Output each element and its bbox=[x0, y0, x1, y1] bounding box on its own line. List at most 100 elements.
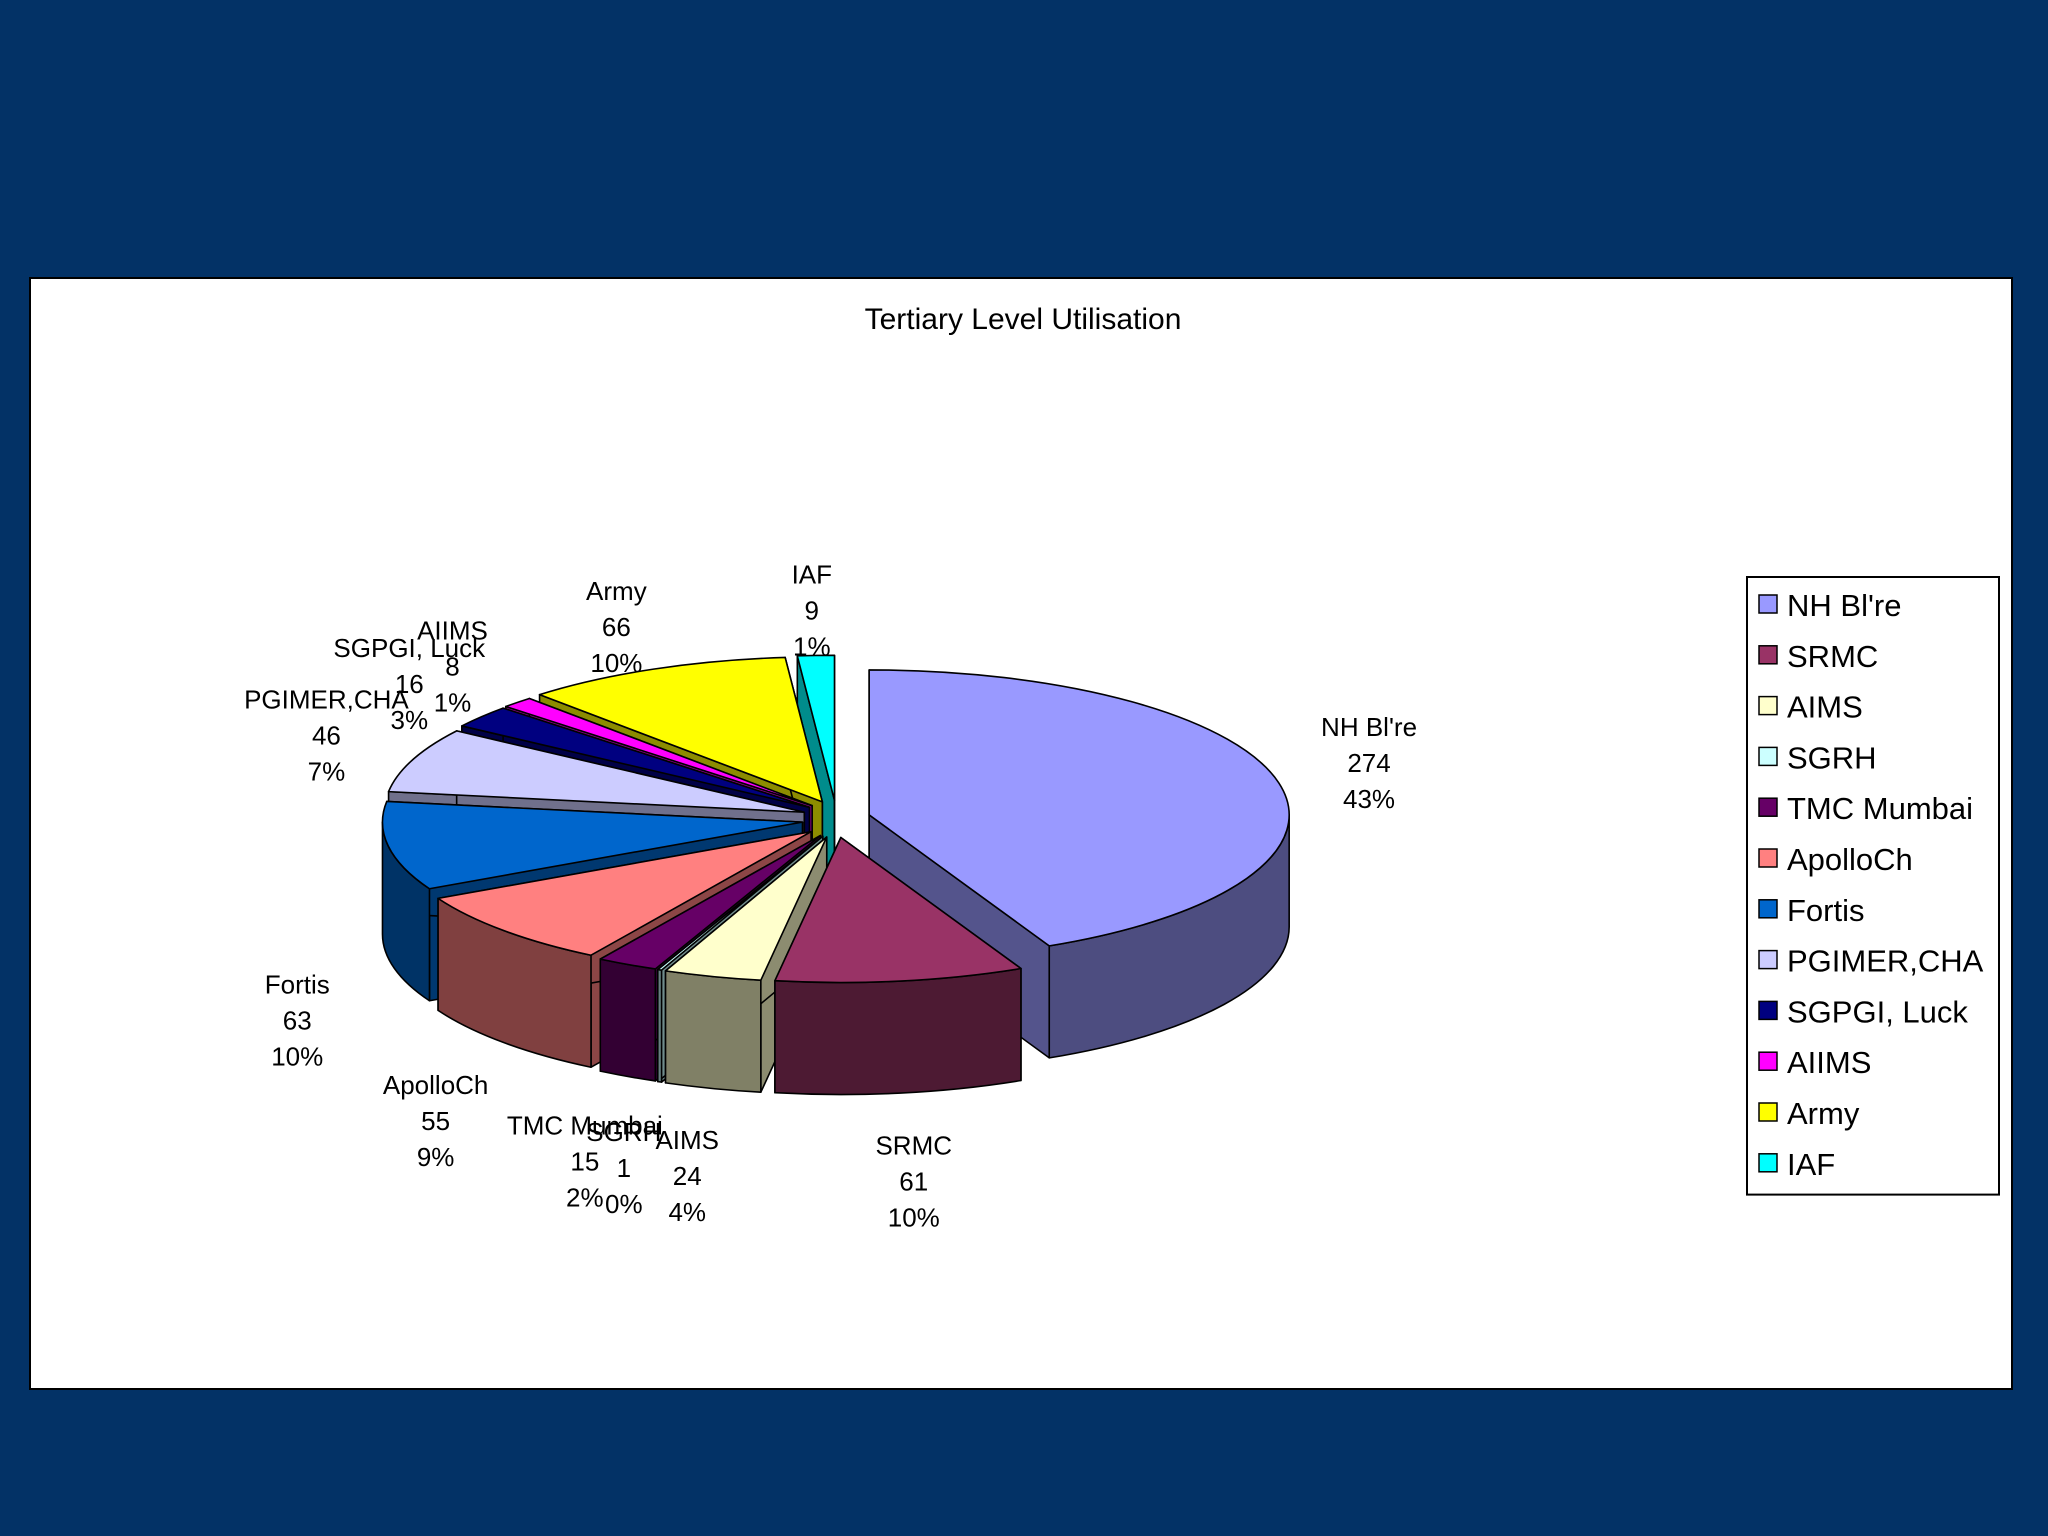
data-label-sgpgi-luck: SGPGI, Luck 16 3% bbox=[333, 633, 486, 735]
data-label-value: 15 bbox=[570, 1147, 599, 1177]
pie-slice-side-tmc-mumbai bbox=[599, 958, 657, 1082]
data-label-percent: 1% bbox=[793, 632, 831, 662]
pie-chart: Tertiary Level Utilisation NH Bl're 274 43… bbox=[244, 303, 2000, 1233]
data-label-name: SGRH bbox=[586, 1117, 661, 1147]
data-label-name: ApolloCh bbox=[383, 1070, 489, 1100]
legend-item-aims: AIMS bbox=[1758, 690, 1863, 725]
data-label-percent: 0% bbox=[605, 1189, 643, 1219]
data-label-name: SGPGI, Luck bbox=[333, 633, 486, 663]
legend-label: PGIMER,CHA bbox=[1787, 944, 1984, 979]
pie-slice-top-fortis bbox=[381, 800, 804, 890]
legend-item-nh-bl-re: NH Bl're bbox=[1758, 588, 1901, 623]
legend-swatch bbox=[1758, 645, 1778, 665]
legend-label: NH Bl're bbox=[1787, 588, 1901, 623]
legend-label: TMC Mumbai bbox=[1787, 791, 1973, 826]
pie-slice-top-sgrh bbox=[656, 835, 824, 971]
pie-slice-side-sgrh bbox=[656, 968, 663, 1083]
data-label-value: 66 bbox=[602, 612, 631, 642]
pie-slice-top-srmc bbox=[774, 836, 1022, 984]
data-label-percent: 1% bbox=[434, 688, 472, 718]
pie-slice-top-aims bbox=[664, 836, 828, 981]
legend-swatch bbox=[1758, 1000, 1778, 1021]
data-label-name: AIMS bbox=[655, 1125, 719, 1155]
legend-item-sgrh: SGRH bbox=[1758, 740, 1877, 775]
legend-item-iaf: IAF bbox=[1758, 1147, 1835, 1182]
data-label-name: TMC Mumbai bbox=[507, 1111, 663, 1141]
legend-swatch bbox=[1758, 797, 1778, 817]
legend-label: AIMS bbox=[1787, 690, 1863, 725]
data-label-value: 16 bbox=[395, 669, 424, 699]
legend-item-apolloch: ApolloCh bbox=[1758, 842, 1913, 877]
data-label-percent: 2% bbox=[566, 1183, 604, 1213]
data-label-name: Fortis bbox=[265, 970, 330, 1000]
data-label-percent: 7% bbox=[308, 756, 346, 786]
legend-label: SGPGI, Luck bbox=[1787, 994, 1968, 1029]
legend-label: AIIMS bbox=[1787, 1045, 1871, 1080]
legend-swatch bbox=[1758, 848, 1778, 868]
data-label-value: 1 bbox=[617, 1153, 631, 1183]
data-label-percent: 10% bbox=[888, 1203, 940, 1233]
data-label-value: 9 bbox=[805, 596, 819, 626]
legend-item-srmc: SRMC bbox=[1758, 639, 1878, 674]
data-label-tmc-mumbai: TMC Mumbai 15 2% bbox=[507, 1111, 663, 1213]
legend-swatch bbox=[1758, 594, 1778, 614]
data-label-aiims: AIIMS 8 1% bbox=[417, 616, 488, 718]
legend-label: Fortis bbox=[1787, 893, 1865, 928]
chart-title: Tertiary Level Utilisation bbox=[865, 303, 1182, 336]
legend-swatch bbox=[1758, 1051, 1778, 1071]
legend-swatch bbox=[1758, 746, 1778, 767]
data-label-nh-bl-re: NH Bl're 274 43% bbox=[1321, 712, 1417, 814]
data-label-percent: 4% bbox=[668, 1197, 706, 1227]
data-label-name: AIIMS bbox=[417, 616, 488, 646]
data-label-value: 63 bbox=[283, 1006, 312, 1036]
data-label-srmc: SRMC 61 10% bbox=[875, 1131, 952, 1233]
pie-slice-top-tmc-mumbai bbox=[599, 834, 822, 970]
data-label-value: 24 bbox=[673, 1161, 702, 1191]
legend-swatch bbox=[1758, 695, 1778, 716]
data-label-iaf: IAF 9 1% bbox=[792, 560, 832, 662]
legend-item-pgimer-cha: PGIMER,CHA bbox=[1758, 944, 1984, 979]
pie-slice-top-apolloch bbox=[437, 830, 812, 957]
legend-label: SRMC bbox=[1787, 639, 1878, 674]
legend-item-tmc-mumbai: TMC Mumbai bbox=[1758, 791, 1973, 826]
pie-slice-srmc bbox=[774, 836, 1022, 1096]
data-label-value: 55 bbox=[421, 1106, 450, 1136]
legend-label: ApolloCh bbox=[1787, 842, 1913, 877]
pie-slice-top-iaf bbox=[796, 654, 836, 802]
data-label-name: IAF bbox=[792, 560, 832, 590]
data-label-name: PGIMER,CHA bbox=[244, 684, 409, 714]
legend-label: SGRH bbox=[1787, 740, 1877, 775]
chart-panel: Tertiary Level Utilisation NH Bl're 274 43… bbox=[29, 277, 2013, 1390]
data-label-percent: 3% bbox=[390, 705, 428, 735]
data-label-fortis: Fortis 63 10% bbox=[265, 970, 330, 1072]
pie-slice-aims bbox=[664, 836, 828, 1093]
pie-slice-top-nh-bl-re bbox=[868, 669, 1290, 947]
pie-slice-top-aiims bbox=[505, 697, 813, 807]
data-label-percent: 43% bbox=[1343, 784, 1395, 814]
legend-label: Army bbox=[1787, 1096, 1860, 1131]
data-label-army: Army 66 10% bbox=[586, 576, 647, 678]
legend-item-sgpgi-luck: SGPGI, Luck bbox=[1758, 994, 1968, 1029]
data-label-percent: 10% bbox=[590, 648, 642, 678]
data-label-name: Army bbox=[586, 576, 647, 606]
data-label-name: NH Bl're bbox=[1321, 712, 1417, 742]
data-label-sgrh: SGRH 1 0% bbox=[586, 1117, 661, 1219]
pie-slice-top-sgpgi-luck bbox=[461, 707, 811, 809]
legend-swatch bbox=[1758, 1153, 1778, 1173]
data-label-value: 46 bbox=[312, 720, 341, 750]
pie-slice-side-srmc bbox=[774, 967, 1022, 1096]
pie-slice-side-aims bbox=[664, 970, 762, 1093]
pie-slice-top-pgimer-cha bbox=[387, 730, 806, 814]
legend-swatch bbox=[1758, 1102, 1778, 1122]
pie-plot-area bbox=[381, 654, 1290, 1096]
legend-item-aiims: AIIMS bbox=[1758, 1045, 1871, 1080]
legend-label: IAF bbox=[1787, 1147, 1835, 1182]
legend-swatch bbox=[1758, 899, 1778, 919]
legend-swatch bbox=[1758, 949, 1778, 970]
data-label-aims: AIMS 24 4% bbox=[655, 1125, 719, 1227]
data-label-value: 61 bbox=[899, 1167, 928, 1197]
data-label-percent: 9% bbox=[417, 1142, 455, 1172]
legend-box bbox=[1746, 576, 2000, 1196]
legend-item-army: Army bbox=[1758, 1096, 1860, 1131]
